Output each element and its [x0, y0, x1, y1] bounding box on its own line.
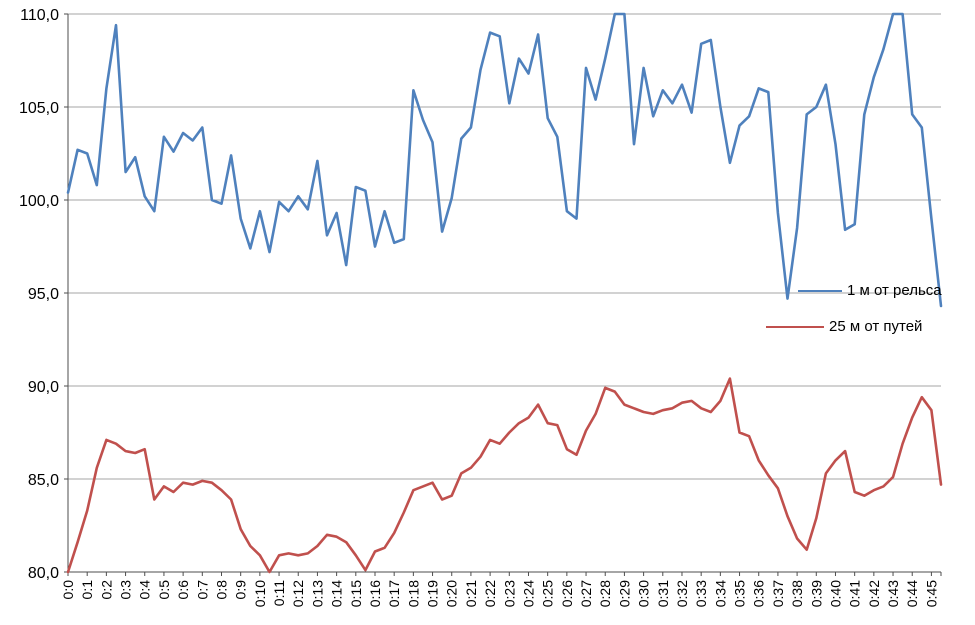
- x-tick-label: 0:10: [252, 580, 268, 607]
- legend-key-line-blue: [798, 289, 842, 292]
- x-tick-label: 0:42: [866, 580, 882, 607]
- x-tick-label: 0:0: [60, 580, 76, 600]
- x-tick-label: 0:20: [444, 580, 460, 607]
- x-tick-label: 0:45: [923, 580, 939, 607]
- y-tick-label: 105,0: [19, 100, 59, 117]
- x-tick-label: 0:4: [137, 580, 153, 600]
- x-tick-label: 0:33: [693, 580, 709, 607]
- x-tick-label: 0:35: [732, 580, 748, 607]
- legend-entry-1m: 1 м от рельса: [798, 282, 942, 299]
- x-tick-label: 0:16: [367, 580, 383, 607]
- x-tick-label: 0:7: [194, 580, 210, 600]
- x-tick-label: 0:43: [885, 580, 901, 607]
- x-tick-label: 0:23: [501, 580, 517, 607]
- x-tick-label: 0:38: [789, 580, 805, 607]
- x-tick-label: 0:17: [386, 580, 402, 607]
- x-tick-label: 0:34: [712, 580, 728, 607]
- legend-entry-25m: 25 м от путей: [766, 318, 922, 335]
- x-tick-label: 0:26: [559, 580, 575, 607]
- x-tick-label: 0:28: [597, 580, 613, 607]
- y-tick-label: 85,0: [28, 472, 59, 489]
- x-tick-label: 0:8: [213, 580, 229, 600]
- series-line-1: [66, 377, 943, 574]
- legend-label-1m: 1 м от рельса: [847, 282, 942, 299]
- legend-key-line-red: [766, 325, 824, 328]
- x-tick-label: 0:25: [540, 580, 556, 607]
- x-tick-label: 0:37: [770, 580, 786, 607]
- x-tick-label: 0:6: [175, 580, 191, 600]
- x-tick-label: 0:12: [290, 580, 306, 607]
- x-tick-label: 0:14: [329, 580, 345, 607]
- x-tick-label: 0:40: [827, 580, 843, 607]
- x-tick-label: 0:22: [482, 580, 498, 607]
- series-line-0: [66, 12, 943, 308]
- x-tick-label: 0:18: [405, 580, 421, 607]
- legend-label-25m: 25 м от путей: [829, 318, 923, 335]
- x-tick-label: 0:21: [463, 580, 479, 607]
- x-tick-label: 0:11: [271, 580, 287, 606]
- x-tick-label: 0:32: [674, 580, 690, 607]
- x-tick-label: 0:41: [847, 580, 863, 607]
- x-tick-label: 0:1: [79, 580, 95, 600]
- x-tick-label: 0:9: [233, 580, 249, 600]
- y-tick-label: 80,0: [28, 565, 59, 582]
- x-tick-label: 0:31: [655, 580, 671, 607]
- x-tick-label: 0:19: [425, 580, 441, 607]
- y-tick-label: 90,0: [28, 379, 59, 396]
- y-tick-label: 100,0: [19, 193, 59, 210]
- x-tick-label: 0:24: [520, 580, 536, 607]
- x-tick-label: 0:44: [904, 580, 920, 607]
- y-tick-label: 110,0: [20, 7, 59, 24]
- x-tick-label: 0:36: [751, 580, 767, 607]
- x-tick-label: 0:3: [118, 580, 134, 600]
- x-tick-label: 0:30: [636, 580, 652, 607]
- y-tick-label: 95,0: [28, 286, 59, 303]
- x-tick-label: 0:2: [98, 580, 114, 600]
- x-tick-label: 0:15: [348, 580, 364, 607]
- x-tick-label: 0:39: [808, 580, 824, 607]
- x-tick-label: 0:29: [616, 580, 632, 607]
- x-tick-label: 0:5: [156, 580, 172, 600]
- x-tick-label: 0:13: [309, 580, 325, 607]
- x-tick-label: 0:27: [578, 580, 594, 607]
